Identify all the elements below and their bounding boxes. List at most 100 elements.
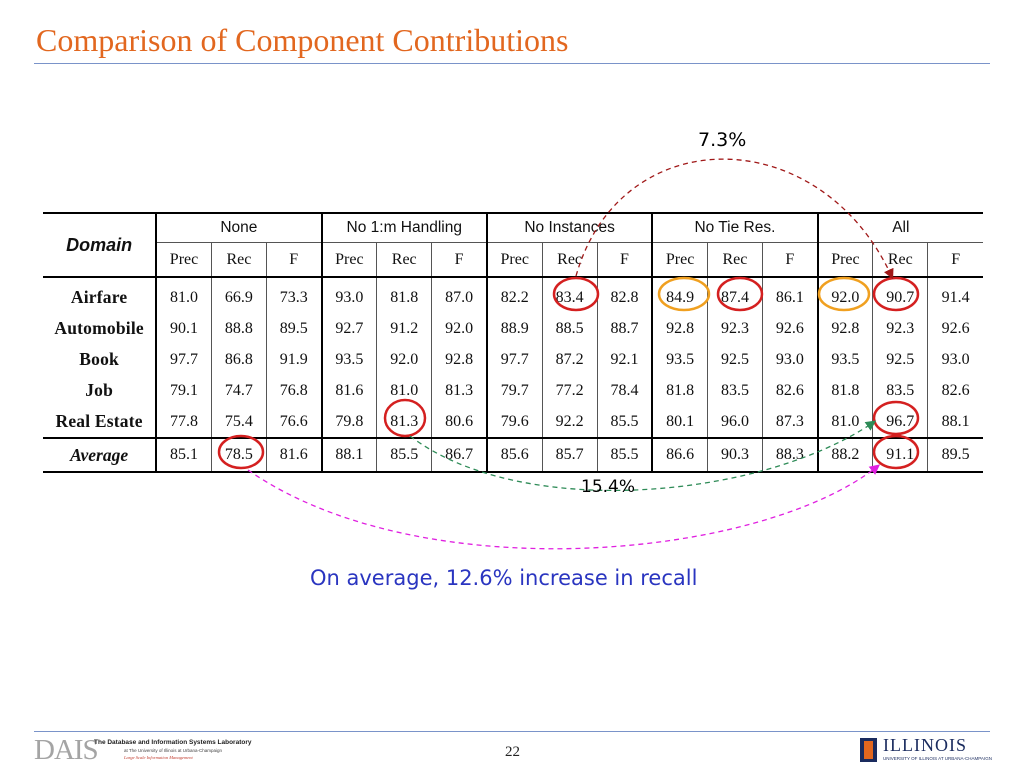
group-header-no-1m-handling: No 1:m Handling: [320, 212, 487, 243]
title-divider: [34, 63, 990, 64]
group-header-all: All: [816, 212, 983, 243]
table-cell: 85.6: [485, 438, 543, 473]
table-cell: 88.1: [320, 438, 377, 473]
table-cell: 79.8: [320, 406, 377, 439]
table-cell: 81.0: [376, 375, 432, 406]
table-cell: 87.2: [541, 344, 598, 375]
table-cell: 81.3: [376, 406, 432, 439]
table-cell: 76.6: [265, 406, 322, 439]
table-cell: 86.1: [761, 277, 818, 313]
row-label: Job: [85, 380, 114, 400]
table-cell: 73.3: [265, 277, 322, 313]
table-cell: 81.6: [320, 375, 377, 406]
summary-text: On average, 12.6% increase in recall: [310, 566, 698, 590]
table-cell: 88.3: [761, 438, 818, 473]
table-cell: 85.5: [596, 438, 653, 473]
table-cell: 88.5: [541, 313, 598, 344]
table-cell: 66.9: [210, 277, 267, 313]
table-cell: 92.2: [541, 406, 598, 439]
arrow-recall-gain-magenta: [247, 464, 881, 550]
row-label: Airfare: [70, 287, 128, 307]
table-cell: 86.8: [210, 344, 267, 375]
table-cell: 77.8: [155, 406, 212, 439]
metric-header: Prec: [320, 242, 377, 278]
table-cell: 90.3: [706, 438, 763, 473]
group-header-no-tie-res: No Tie Res.: [651, 212, 818, 243]
table-cell: 93.0: [927, 344, 983, 375]
table-cell: 92.8: [651, 313, 708, 344]
table-cell: 91.4: [927, 277, 983, 313]
row-label: Book: [79, 349, 119, 369]
table-cell: 82.6: [927, 375, 983, 406]
table-cell: 92.5: [706, 344, 763, 375]
table-cell: 88.7: [596, 313, 653, 344]
table-cell: 92.3: [706, 313, 763, 344]
table-cell: 88.9: [485, 313, 543, 344]
table-row: Airfare 81.0 66.9 73.3 93.0 81.8 87.0 82…: [43, 277, 983, 313]
table-cell: 93.5: [651, 344, 708, 375]
table-cell: 82.8: [596, 277, 653, 313]
table-cell: 83.4: [541, 277, 598, 313]
table-cell: 78.5: [210, 438, 267, 473]
table-cell: 91.1: [872, 438, 928, 473]
table-cell: 93.5: [816, 344, 873, 375]
table-cell: 88.2: [816, 438, 873, 473]
table-cell: 92.7: [320, 313, 377, 344]
table-cell: 81.6: [265, 438, 322, 473]
metric-header: Rec: [210, 242, 267, 278]
metric-header: Prec: [485, 242, 543, 278]
table-cell: 79.7: [485, 375, 543, 406]
table-cell: 92.1: [596, 344, 653, 375]
table-cell: 86.6: [651, 438, 708, 473]
illinois-logo: ILLINOIS UNIVERSITY OF ILLINOIS AT URBAN…: [860, 735, 992, 766]
metric-header: F: [431, 242, 487, 278]
table-cell: 83.5: [706, 375, 763, 406]
table-cell: 81.8: [651, 375, 708, 406]
table-cell: 90.1: [155, 313, 212, 344]
annotation-label-top: 7.3%: [698, 129, 747, 151]
dais-logo: DAIS The Database and Information System…: [34, 734, 251, 766]
table-row: Book 97.7 86.8 91.9 93.5 92.0 92.8 97.7 …: [43, 344, 983, 375]
table-cell: 91.9: [265, 344, 322, 375]
lab-affiliation: at The University of Illinois at Urbana-…: [124, 748, 222, 753]
table-cell: 89.5: [265, 313, 322, 344]
table-cell: 92.6: [761, 313, 818, 344]
illinois-block-i-icon: [860, 738, 877, 762]
table-cell: 76.8: [265, 375, 322, 406]
table-cell: 96.7: [872, 406, 928, 439]
illinois-subtitle: UNIVERSITY OF ILLINOIS AT URBANA-CHAMPAI…: [883, 756, 992, 761]
table-cell: 82.2: [485, 277, 543, 313]
metric-header: Rec: [706, 242, 763, 278]
dais-logo-letters: DAIS: [34, 734, 99, 766]
table-cell: 81.8: [376, 277, 432, 313]
metric-header: Prec: [816, 242, 873, 278]
lab-name: The Database and Information Systems Lab…: [94, 739, 252, 746]
footer-divider: [34, 731, 990, 732]
average-row: Average 85.1 78.5 81.6 88.1 85.5 86.7 85…: [43, 438, 983, 473]
table-cell: 97.7: [155, 344, 212, 375]
table-cell: 81.8: [816, 375, 873, 406]
table-cell: 86.7: [431, 438, 487, 473]
table-cell: 85.1: [155, 438, 212, 473]
table-cell: 85.5: [596, 406, 653, 439]
table-cell: 81.3: [431, 375, 487, 406]
table-row: Job 79.1 74.7 76.8 81.6 81.0 81.3 79.7 7…: [43, 375, 983, 406]
table-cell: 92.6: [927, 313, 983, 344]
table-cell: 85.7: [541, 438, 598, 473]
table-cell: 92.0: [816, 277, 873, 313]
lab-tagline: Large Scale Information Management: [124, 755, 193, 760]
table-cell: 89.5: [927, 438, 983, 473]
illinois-wordmark: ILLINOIS: [883, 735, 967, 755]
group-header-none: None: [155, 212, 322, 243]
table-cell: 87.4: [706, 277, 763, 313]
table-cell: 88.1: [927, 406, 983, 439]
table-cell: 81.0: [155, 277, 212, 313]
table-cell: 90.7: [872, 277, 928, 313]
table-cell: 92.8: [431, 344, 487, 375]
metric-header: Rec: [376, 242, 432, 278]
table-cell: 79.1: [155, 375, 212, 406]
table-cell: 92.0: [376, 344, 432, 375]
table-cell: 80.1: [651, 406, 708, 439]
table-cell: 92.8: [816, 313, 873, 344]
metric-header: Prec: [155, 242, 212, 278]
